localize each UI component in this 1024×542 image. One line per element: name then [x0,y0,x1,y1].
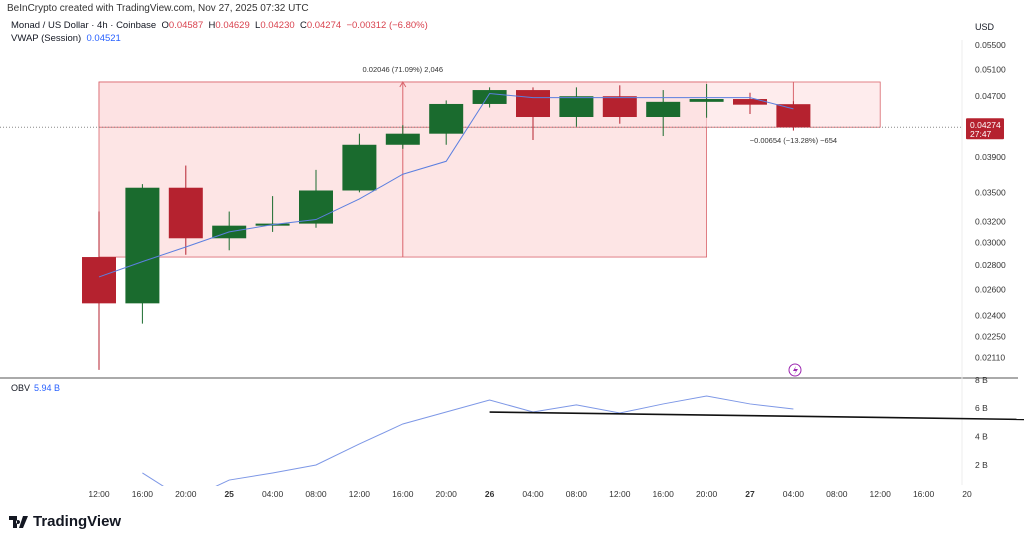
price-tick-label: 0.04700 [975,91,1006,101]
price-tick-label: 0.02250 [975,331,1006,341]
time-tick-label: 20 [962,489,972,499]
time-tick-label: 04:00 [262,489,284,499]
candle-body [776,104,811,128]
obv-tick-label: 6 B [975,403,988,413]
time-tick-label: 16:00 [653,489,675,499]
high-value: 0.04629 [215,20,250,31]
time-tick-label: 16:00 [392,489,414,499]
candle-body [516,90,550,118]
candle [125,184,160,324]
time-tick-label: 20:00 [436,489,458,499]
bar-countdown: 27:47 [970,129,992,139]
tradingview-logo-icon [9,515,28,528]
obv-tick-label: 8 B [975,375,988,385]
candle [299,169,333,228]
obv-name[interactable]: OBV [11,383,31,393]
time-tick-label: 04:00 [783,489,805,499]
currency-label[interactable]: USD [975,22,995,32]
time-tick-label: 16:00 [132,489,154,499]
candle [559,87,594,127]
price-tick-label: 0.02600 [975,284,1006,294]
time-tick-label: 08:00 [566,489,588,499]
candle-body [125,187,160,304]
time-tick-label: 26 [485,489,495,499]
candle-body [559,96,594,118]
candle [733,92,767,115]
time-tick-label: 12:00 [870,489,892,499]
candle [168,165,203,255]
candle [516,87,550,140]
price-tick-label: 0.03500 [975,187,1006,197]
brand-name: TradingView [33,513,122,530]
last-price-value: 0.04274 [970,120,1001,130]
time-tick-label: 12:00 [88,489,110,499]
price-tick-label: 0.02400 [975,310,1006,320]
time-tick-label: 27 [745,489,755,499]
price-tick-label: 0.05500 [975,40,1006,50]
time-tick-label: 08:00 [826,489,848,499]
candle-body [168,187,203,239]
obv-tick-label: 4 B [975,432,988,442]
last-price-badge [966,118,1004,140]
candle [472,87,507,108]
price-tick-label: 0.03200 [975,217,1006,227]
close-value: 0.04274 [306,20,342,31]
close-label: C [299,20,307,31]
high-label: H [208,20,216,31]
price-tick-label: 0.03900 [975,152,1006,162]
measure-label: 0.02046 (71.09%) 2,046 [363,65,443,74]
candle-body [646,101,681,118]
measure-arrow-icon [399,81,407,88]
candle [429,100,464,145]
measure-label: −0.00654 (−13.28%) −654 [750,136,837,145]
time-tick-label: 20:00 [175,489,197,499]
obv-legend: OBV 5.94 B [11,383,60,393]
obv-trendline [489,411,1024,421]
candle [602,85,637,124]
low-label: L [255,20,261,31]
time-tick-label: 12:00 [609,489,631,499]
candle [82,211,116,370]
vwap-label[interactable]: VWAP (Session) [11,33,82,44]
candle-body [429,103,464,134]
time-tick-label: 20:00 [696,489,718,499]
low-value: 0.04230 [260,20,295,31]
vwap-value: 0.04521 [86,33,121,44]
symbol-name[interactable]: Monad / US Dollar · 4h · Coinbase [11,20,157,31]
time-tick-label: 16:00 [913,489,935,499]
time-tick-label: 25 [224,489,234,499]
candle-body [299,190,333,224]
candle [776,101,811,131]
lightning-glyph-icon [793,366,798,375]
candle-body [689,99,724,102]
tradingview-logo[interactable]: TradingView [9,513,121,530]
candle-body [82,257,116,304]
candle [689,83,724,118]
time-tick-label: 08:00 [305,489,327,499]
open-label: O [161,20,169,31]
price-tick-label: 0.03000 [975,238,1006,248]
vwap-line [98,92,794,278]
price-tick-label: 0.02800 [975,260,1006,270]
obv-tick-label: 2 B [975,460,988,470]
candle-body [472,90,507,104]
change-value: −0.00312 (−6.80%) [346,20,428,31]
obv-line [142,395,794,486]
price-tick-label: 0.02110 [975,352,1005,362]
symbol-legend: Monad / US Dollar · 4h · Coinbase O0.045… [11,19,428,45]
candle [342,133,377,193]
candle-body [602,96,637,118]
open-value: 0.04587 [168,20,204,31]
candle-body [385,133,420,145]
candle [385,125,420,149]
price-tick-label: 0.05100 [975,65,1006,75]
candle-body [733,99,767,105]
candle-body [342,144,377,191]
time-tick-label: 12:00 [349,489,371,499]
obv-value: 5.94 B [34,383,61,393]
time-tick-label: 04:00 [522,489,544,499]
chart-credit: BeInCrypto created with TradingView.com,… [7,3,309,14]
